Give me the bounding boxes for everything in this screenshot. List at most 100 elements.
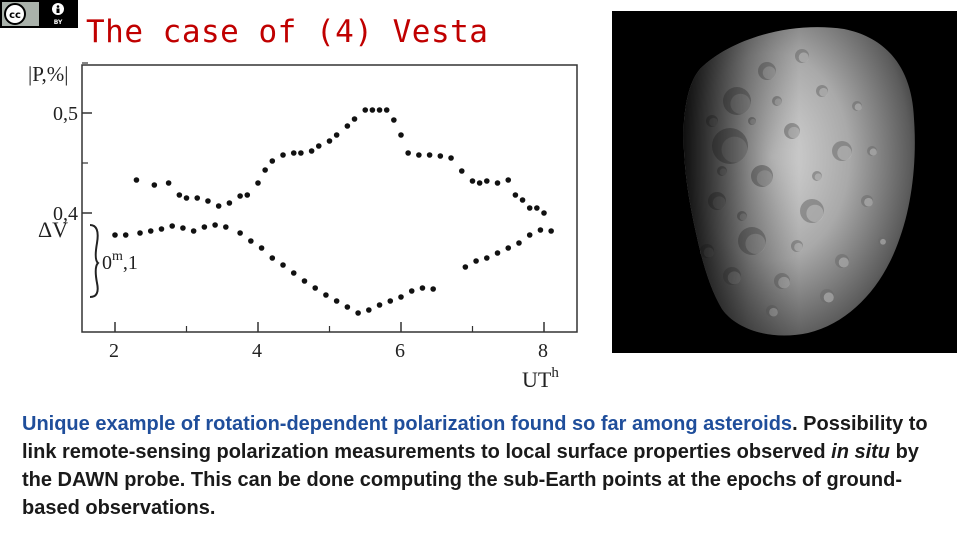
data-point xyxy=(505,177,512,183)
data-point xyxy=(176,192,183,198)
data-point xyxy=(383,107,390,113)
data-point xyxy=(419,285,426,291)
data-point xyxy=(183,195,190,201)
data-point xyxy=(426,152,433,158)
caption-text-part2: . Possibility to link remote-sensing pol… xyxy=(22,413,928,463)
data-point xyxy=(180,225,186,231)
data-point xyxy=(376,107,383,113)
cc-by-icon: cc BY xyxy=(2,2,76,26)
data-point xyxy=(298,150,304,156)
data-point xyxy=(526,232,533,238)
data-point xyxy=(262,167,268,173)
y-tick-label: 0,4 xyxy=(53,203,78,225)
data-point xyxy=(391,117,397,123)
data-point xyxy=(212,222,218,228)
caption-text-part3: by the DAWN probe. This can be done comp… xyxy=(22,441,919,519)
data-point xyxy=(355,310,361,316)
data-point xyxy=(548,228,554,234)
data-point xyxy=(408,288,415,294)
data-point xyxy=(137,230,143,236)
data-point xyxy=(169,223,175,229)
data-point xyxy=(405,150,411,156)
data-point xyxy=(194,195,201,201)
data-point xyxy=(512,192,519,198)
data-point xyxy=(541,210,547,216)
data-point xyxy=(362,107,369,113)
slide-title: The case of (4) Vesta xyxy=(86,14,489,50)
data-point xyxy=(226,200,233,206)
data-point xyxy=(323,292,329,298)
series-1 xyxy=(133,107,547,216)
caption-highlight: Unique example of rotation-dependent pol… xyxy=(22,413,793,435)
data-point xyxy=(387,298,394,304)
data-point xyxy=(398,294,404,300)
cc-by-license-badge: cc BY xyxy=(0,0,78,28)
data-point xyxy=(469,178,476,184)
caption-italic: in situ xyxy=(831,441,891,463)
data-point xyxy=(122,232,129,238)
polarization-chart: 0,4 0,5 2 4 6 8 |P,%| ΔV 0m,1 UTh xyxy=(28,62,578,392)
data-point xyxy=(484,255,490,261)
data-point xyxy=(344,304,351,310)
data-point xyxy=(333,298,340,304)
data-point xyxy=(476,180,483,186)
data-point xyxy=(165,180,172,186)
data-point xyxy=(290,150,297,156)
x-tick-label: 4 xyxy=(252,340,262,362)
data-point xyxy=(448,155,454,161)
data-point xyxy=(205,198,211,204)
data-point xyxy=(269,158,276,164)
data-point xyxy=(237,193,243,199)
data-point xyxy=(494,180,501,186)
data-point xyxy=(133,177,140,183)
data-point xyxy=(312,285,319,291)
data-point xyxy=(158,226,165,232)
data-point xyxy=(223,224,229,230)
data-point xyxy=(366,307,372,313)
data-point xyxy=(462,264,469,270)
data-point xyxy=(458,168,465,174)
data-point xyxy=(333,132,340,138)
y-axis-label-polarization: |P,%| xyxy=(28,62,69,86)
x-axis-ticks: 2 4 6 8 xyxy=(109,322,548,362)
data-point xyxy=(505,245,512,251)
data-point xyxy=(534,205,540,211)
data-point xyxy=(269,255,276,261)
data-point xyxy=(315,143,322,149)
data-point xyxy=(237,230,243,236)
data-point xyxy=(201,224,208,230)
data-point xyxy=(430,286,436,292)
data-point xyxy=(416,152,422,158)
data-point xyxy=(151,182,158,188)
data-point xyxy=(344,123,351,129)
data-point xyxy=(280,152,286,158)
scale-bar-brace xyxy=(89,224,100,298)
series-2 xyxy=(112,222,554,316)
data-point xyxy=(516,240,522,246)
x-tick-label: 8 xyxy=(538,340,548,362)
data-point xyxy=(473,258,479,264)
x-tick-label: 6 xyxy=(395,340,405,362)
data-point xyxy=(215,203,222,209)
data-point xyxy=(519,197,526,203)
vesta-asteroid-photo xyxy=(612,11,957,353)
data-point xyxy=(280,262,286,268)
y-axis-label-delta-v: ΔV xyxy=(38,217,68,242)
x-axis-label: UTh xyxy=(522,365,559,392)
slide-caption: Unique example of rotation-dependent pol… xyxy=(22,410,942,522)
x-tick-label: 2 xyxy=(109,340,119,362)
data-point xyxy=(308,148,315,154)
data-point xyxy=(326,138,333,144)
cc-by-letters: BY xyxy=(54,19,63,26)
data-point xyxy=(526,205,533,211)
data-point xyxy=(437,153,444,159)
data-point xyxy=(376,302,383,308)
data-point xyxy=(537,227,544,233)
data-point xyxy=(244,192,251,198)
data-point xyxy=(258,245,265,251)
scale-bar-label: 0m,1 xyxy=(102,249,138,274)
plot-area-frame xyxy=(81,64,578,333)
chart-frame xyxy=(81,64,578,333)
data-point xyxy=(147,228,154,234)
data-point xyxy=(255,180,261,186)
